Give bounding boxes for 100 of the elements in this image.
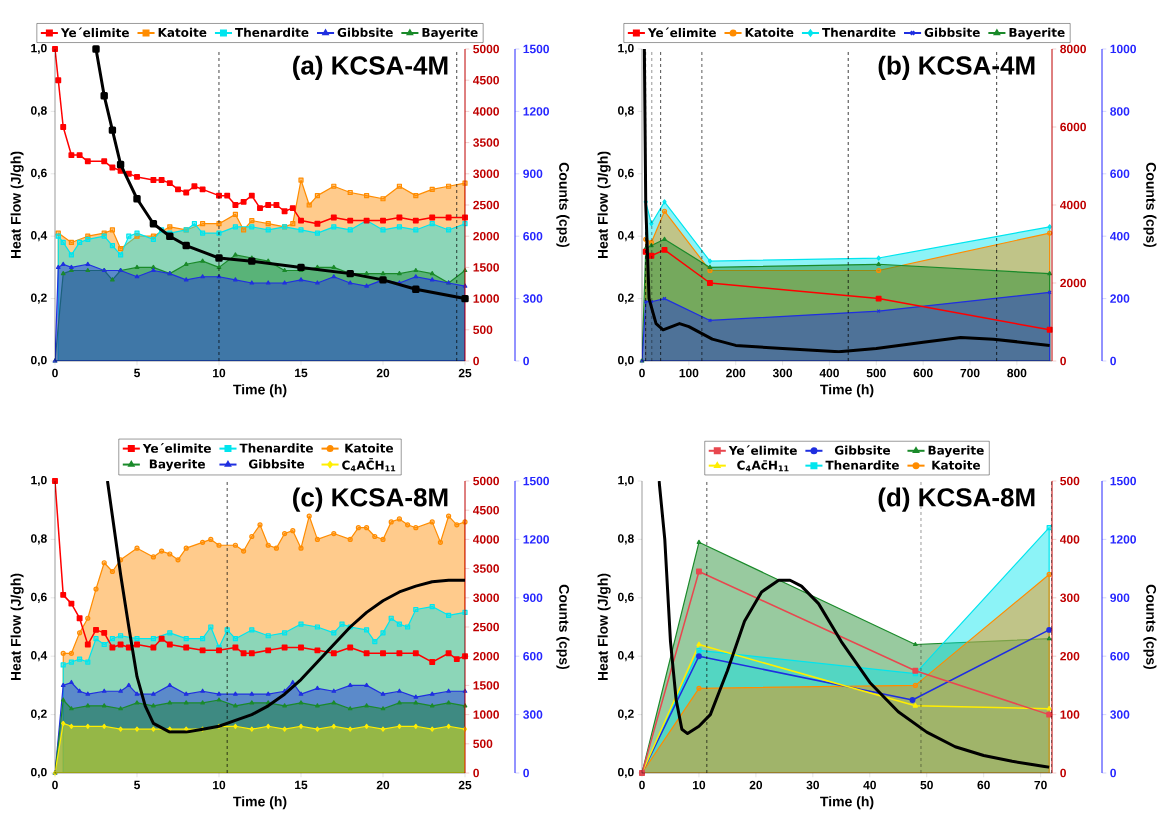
y2-tick-label: 300 (1060, 593, 1080, 603)
y2-axis-title: Counts (cps) (556, 162, 570, 248)
y2-tick-label: 1000 (473, 294, 499, 303)
x-tick-label: 20 (376, 368, 390, 378)
legend-label: Bayerite (422, 27, 478, 40)
x-tick-label: 10 (213, 780, 226, 790)
x-tick-label: 70 (1034, 780, 1047, 790)
y2-tick-label: 4500 (473, 505, 499, 515)
y3-tick-label: 1500 (1110, 476, 1137, 486)
y2-tick-label: 1000 (473, 710, 499, 719)
y3-tick-label: 900 (523, 593, 543, 603)
y2-tick-label: 200 (1060, 651, 1080, 661)
y2-axis-title: Counts (cps) (1143, 584, 1157, 670)
y2-tick-label: 6000 (1060, 122, 1087, 132)
y-tick-label: 1,0 (618, 475, 634, 487)
y2-tick-label: 4000 (473, 535, 499, 544)
legend-label: Gibbsite (924, 27, 980, 37)
y-tick-label: 0,8 (30, 106, 47, 117)
legend-label: Thenardite (825, 460, 899, 470)
y-tick-label: 0,4 (618, 651, 635, 662)
legend-label: Ye´elimite (60, 27, 129, 38)
y2-tick-label: 0 (473, 768, 479, 778)
y-tick-label: 0,8 (30, 534, 47, 545)
y-tick-label: 0,4 (30, 231, 48, 242)
y2-tick-label: 8000 (1060, 44, 1087, 54)
x-tick-label: 5 (134, 780, 140, 790)
y-tick-label: 1,0 (31, 475, 47, 487)
x-tick-label: 30 (806, 780, 820, 790)
x-tick-label: 100 (679, 368, 699, 378)
y2-tick-label: 500 (1060, 476, 1080, 486)
legend-label: Ye´elimite (647, 27, 716, 38)
chart-title: (b) KCSA-4M (878, 55, 1035, 80)
y2-tick-label: 500 (473, 739, 493, 749)
x-tick-label: 400 (819, 368, 839, 378)
y3-tick-label: 1500 (523, 476, 549, 486)
x-tick-label: 0 (52, 780, 58, 790)
x-tick-label: 20 (749, 780, 763, 790)
x-axis-title: Time (h) (820, 384, 874, 398)
y2-tick-label: 2000 (473, 651, 499, 661)
y2-tick-label: 4500 (473, 75, 499, 85)
y2-tick-label: 5000 (473, 44, 499, 54)
y-tick-label: 0,0 (618, 767, 634, 779)
x-tick-label: 15 (295, 368, 308, 378)
y-tick-label: 1,0 (618, 43, 634, 55)
y-tick-label: 0,0 (618, 355, 634, 367)
legend-label: Katoite (745, 27, 794, 37)
y3-tick-label: 300 (1110, 710, 1130, 719)
y2-axis-title: Counts (cps) (1143, 162, 1157, 248)
y-axis-title: Heat Flow (J/gh) (10, 151, 24, 259)
y-tick-label: 0,2 (30, 709, 47, 720)
y2-axis-title: Counts (cps) (556, 584, 570, 670)
x-tick-label: 300 (772, 368, 793, 378)
y3-tick-label: 1500 (523, 44, 549, 54)
legend-label: Katoite (345, 443, 394, 453)
x-tick-label: 50 (920, 780, 933, 790)
x-tick-label: 60 (977, 780, 990, 790)
y3-tick-label: 600 (523, 651, 543, 661)
y-axis-title: Heat Flow (J/gh) (10, 573, 24, 681)
y3-tick-label: 1200 (1110, 535, 1137, 544)
y-tick-label: 0,0 (30, 355, 47, 367)
x-tick-label: 700 (960, 368, 980, 378)
x-axis-title: Time (h) (233, 796, 287, 810)
legend-label: Gibbsite (248, 459, 305, 469)
x-tick-label: 200 (726, 368, 746, 378)
y3-tick-label: 200 (1110, 294, 1130, 303)
y-axis-title: Heat Flow (J/gh) (597, 573, 611, 681)
y2-tick-label: 1500 (473, 263, 499, 272)
y2-tick-label: 1500 (473, 681, 499, 690)
y2-tick-label: 2000 (473, 231, 499, 241)
y2-tick-label: 2000 (1060, 278, 1087, 288)
legend-label: Bayerite (149, 459, 205, 471)
y2-tick-label: 0 (1060, 768, 1066, 778)
y2-tick-label: 2500 (473, 200, 499, 210)
x-tick-label: 40 (863, 780, 876, 790)
legend-label: Gibbsite (337, 27, 393, 37)
x-tick-label: 25 (458, 368, 472, 378)
legend-label: Thenardite (239, 443, 313, 453)
y3-tick-label: 400 (1110, 231, 1130, 241)
y2-tick-label: 3500 (473, 564, 499, 573)
y3-tick-label: 600 (1110, 651, 1130, 661)
legend-label: Ye´elimite (142, 443, 211, 453)
legend-label: Bayerite (1009, 27, 1065, 40)
y2-tick-label: 100 (1060, 710, 1080, 719)
y2-tick-label: 2500 (473, 622, 499, 632)
chart-title: (a) KCSA-4M (293, 55, 448, 80)
x-tick-label: 500 (866, 368, 886, 378)
y2-tick-label: 4000 (1060, 200, 1087, 210)
y2-tick-label: 3000 (473, 593, 499, 603)
legend-label: C$_{4}$Ac̄H$_{11}$ (737, 460, 789, 472)
x-tick-label: 0 (52, 368, 58, 378)
y2-tick-label: 3000 (473, 169, 499, 179)
y2-tick-label: 0 (473, 356, 479, 366)
y-tick-label: 0,2 (618, 709, 634, 720)
y3-tick-label: 1200 (523, 107, 549, 116)
legend-label: Katoite (158, 27, 207, 37)
y3-tick-label: 900 (1110, 593, 1130, 603)
legend-label: Thenardite (235, 27, 309, 37)
y2-tick-label: 400 (1060, 535, 1080, 544)
y3-tick-label: 300 (523, 710, 543, 719)
x-tick-label: 5 (134, 368, 140, 378)
